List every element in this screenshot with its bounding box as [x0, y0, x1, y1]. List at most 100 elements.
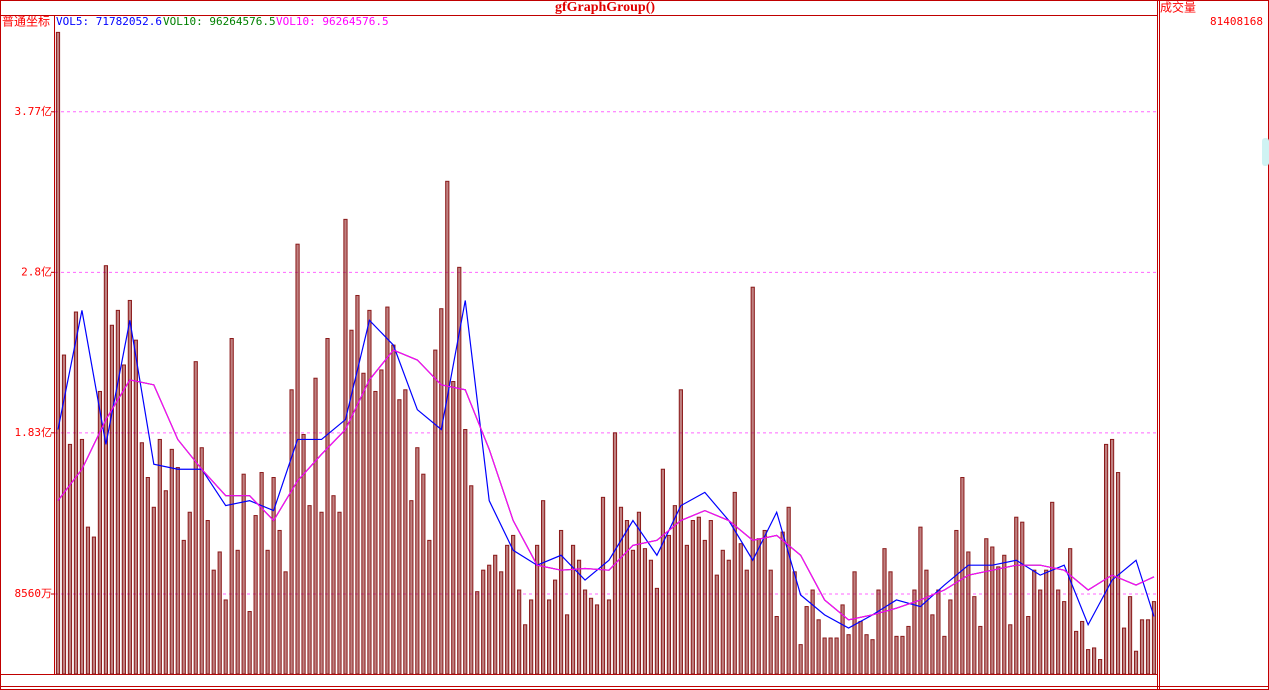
bar: [1068, 548, 1073, 675]
bar: [355, 294, 360, 675]
bar: [343, 218, 348, 675]
bar: [786, 506, 791, 675]
bar: [660, 468, 665, 675]
axis-mode[interactable]: 普通坐标: [2, 15, 50, 29]
bar: [1133, 650, 1139, 675]
bar: [696, 516, 701, 675]
bar: [397, 399, 402, 675]
bar: [541, 500, 546, 675]
bar: [235, 549, 240, 675]
bar: [624, 520, 630, 675]
bar: [145, 477, 150, 675]
bar: [762, 529, 767, 675]
bar: [325, 338, 330, 675]
bar: [774, 615, 779, 675]
bar: [205, 520, 210, 675]
bar: [690, 520, 695, 675]
bar: [271, 477, 276, 675]
bar: [684, 544, 689, 675]
bar: [181, 539, 186, 675]
bar: [331, 495, 336, 675]
bar: [319, 511, 324, 675]
bar: [1008, 624, 1013, 675]
bar: [714, 574, 719, 675]
panel-value: 81408168: [1210, 15, 1263, 28]
bar: [1092, 647, 1097, 675]
bar: [954, 529, 959, 675]
bar: [307, 505, 312, 675]
bar: [1032, 569, 1037, 675]
bar: [1062, 601, 1067, 675]
bar: [948, 599, 953, 675]
bar: [1044, 569, 1049, 675]
bar: [720, 549, 725, 675]
bar: [1086, 649, 1091, 675]
bar: [1056, 589, 1061, 675]
bar: [367, 309, 372, 675]
bar: [499, 571, 504, 675]
bar: [702, 539, 707, 675]
bar: [1002, 554, 1007, 675]
bar: [1121, 627, 1127, 675]
bar: [756, 538, 761, 675]
bar: [439, 308, 444, 675]
bar: [894, 635, 899, 675]
bar: [265, 549, 270, 675]
ma-line: [57, 349, 1155, 621]
bar: [241, 473, 246, 675]
bar: [846, 634, 851, 675]
bar: [726, 559, 731, 675]
bar: [984, 538, 989, 675]
bar: [229, 338, 234, 675]
bar: [642, 548, 648, 675]
bar: [1080, 620, 1085, 675]
bar: [612, 432, 618, 675]
bar: [409, 500, 414, 675]
bar: [385, 306, 390, 675]
bar: [744, 569, 749, 675]
bar: [1127, 596, 1133, 675]
bar: [451, 381, 456, 675]
bar: [373, 390, 378, 675]
bar: [505, 544, 510, 675]
bar: [493, 554, 498, 675]
bar: [415, 447, 420, 675]
bar: [187, 511, 192, 675]
bar: [810, 589, 815, 675]
bar: [888, 571, 893, 675]
bar: [1074, 630, 1079, 675]
ma-line: [57, 300, 1155, 629]
bar: [157, 438, 162, 675]
bar: [529, 599, 534, 675]
bar: [924, 569, 929, 675]
bar: [193, 361, 198, 675]
bar: [211, 569, 216, 675]
bar: [487, 564, 492, 675]
bar: [463, 429, 468, 675]
bar: [61, 354, 67, 675]
ma-line: [57, 349, 1155, 621]
bar: [469, 485, 474, 675]
bar: [391, 344, 396, 675]
bar: [1145, 619, 1151, 675]
bar: [127, 299, 132, 675]
scroll-handle[interactable]: [1262, 138, 1269, 166]
bar: [199, 447, 204, 675]
bar: [594, 604, 600, 675]
bar: [1109, 438, 1115, 675]
bar: [79, 438, 85, 675]
bar: [1038, 589, 1043, 675]
bar: [121, 364, 126, 675]
legend-entry: VOL5: 71782052.6: [56, 15, 162, 28]
y-tick-label: 2.8亿: [21, 265, 52, 278]
bar: [139, 442, 144, 675]
bar: [840, 604, 845, 675]
y-tick-label: 8560万: [15, 587, 53, 600]
bar: [475, 591, 480, 675]
bar: [600, 496, 606, 675]
bar: [349, 329, 354, 675]
bar: [750, 286, 755, 675]
bar: [427, 539, 432, 675]
bar: [900, 635, 905, 675]
